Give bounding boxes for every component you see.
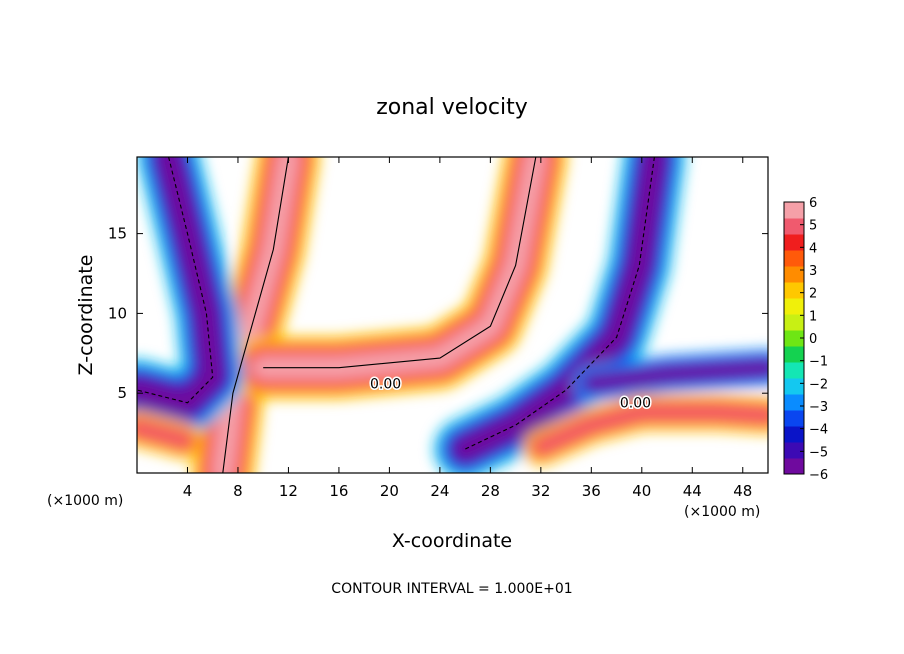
x-tick-label: 24	[430, 482, 449, 500]
colorbar-swatch	[784, 346, 804, 363]
colorbar-label: 4	[809, 241, 817, 256]
colorbar-swatch	[784, 410, 804, 427]
colorbar-label: 3	[809, 264, 817, 279]
contour-label-0: 0.00	[370, 376, 401, 392]
x-tick-label: 20	[380, 482, 399, 500]
colorbar: 6 5 4 3 2 1 0 −1 −2 −3 −4 −5 −6	[783, 196, 828, 483]
chart-title: zonal velocity	[376, 95, 528, 120]
colorbar-swatch	[784, 362, 804, 379]
y-axis-label: Z-coordinate	[75, 255, 97, 376]
contour-line-3	[464, 157, 655, 450]
y-tick-label: 5	[117, 384, 127, 402]
x-tick-label: 36	[582, 482, 601, 500]
contour-interval-note: CONTOUR INTERVAL = 1.000E+01	[331, 581, 572, 597]
y-axis: 5 10 15	[108, 225, 768, 402]
x-tick-label: 28	[481, 482, 500, 500]
colorbar-swatch	[784, 442, 804, 459]
x-tick-label: 16	[329, 482, 348, 500]
colorbar-swatch	[784, 330, 804, 347]
contour-line-0	[222, 157, 289, 473]
colorbar-swatch	[784, 218, 804, 235]
x-tick-label: 48	[733, 482, 752, 500]
colorbar-swatch	[784, 298, 804, 315]
x-tick-label: 40	[632, 482, 651, 500]
contour-line-2	[137, 157, 214, 404]
colorbar-swatch	[784, 250, 804, 267]
colorbar-label: −2	[809, 377, 828, 392]
x-tick-label: 8	[233, 482, 243, 500]
colorbar-label: 1	[809, 309, 817, 324]
colorbar-swatch	[784, 314, 804, 331]
plot-frame	[136, 156, 769, 474]
colorbar-swatch	[784, 378, 804, 395]
colorbar-label: −1	[809, 355, 828, 370]
colorbar-label: 6	[809, 196, 817, 211]
colorbar-label: −4	[809, 423, 828, 438]
field-feature-5-layer-2	[533, 405, 768, 455]
colorbar-label: −3	[809, 400, 828, 415]
y-tick-label: 15	[108, 225, 127, 243]
colorbar-swatch	[784, 202, 804, 219]
colorbar-label: 2	[809, 287, 817, 302]
x-tick-label: 44	[683, 482, 702, 500]
contour-label-1: 0.00	[620, 396, 651, 412]
zero-contours	[137, 157, 655, 473]
x-tick-label: 12	[279, 482, 298, 500]
colorbar-label: 5	[809, 219, 817, 234]
colorbar-swatch	[784, 394, 804, 411]
x-tick-label: 4	[183, 482, 193, 500]
x-axis-label: X-coordinate	[392, 530, 512, 552]
plot-area: 0.00 0.00	[136, 156, 769, 474]
colorbar-swatch	[784, 458, 804, 475]
x-axis: 4 8 12 16 20 24 28 32 36 40 44 48	[183, 157, 752, 500]
field-feature-4-layer-2	[584, 360, 768, 391]
colorbar-swatch	[784, 234, 804, 251]
contour-line-1	[263, 157, 537, 369]
colorbar-swatch	[784, 282, 804, 299]
y-tick-label: 10	[108, 304, 127, 322]
colorbar-label: −6	[809, 468, 828, 483]
colorbar-swatch	[784, 426, 804, 443]
x-unit-left: (×1000 m)	[47, 493, 123, 509]
colorbar-label: 0	[809, 332, 817, 347]
field-feature-6-layer-2	[137, 421, 192, 449]
x-tick-label: 32	[531, 482, 550, 500]
x-unit-right: (×1000 m)	[684, 504, 760, 520]
colorbar-swatch	[784, 266, 804, 283]
contour-labels: 0.00 0.00	[369, 375, 653, 413]
colorbar-label: −5	[809, 445, 828, 460]
